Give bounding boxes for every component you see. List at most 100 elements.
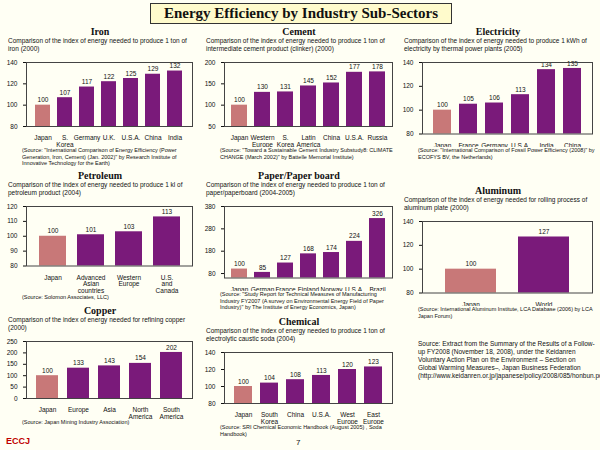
svg-text:113: 113 — [515, 86, 526, 93]
svg-text:134: 134 — [541, 61, 552, 68]
svg-text:0: 0 — [14, 395, 18, 402]
svg-text:Germany: Germany — [74, 134, 101, 142]
svg-text:U.S.A.: U.S.A. — [511, 142, 530, 147]
svg-text:80: 80 — [208, 400, 216, 407]
svg-text:80: 80 — [10, 262, 18, 269]
svg-text:German: German — [251, 286, 275, 291]
svg-text:177: 177 — [349, 63, 360, 70]
svg-text:100: 100 — [48, 227, 59, 234]
svg-text:85: 85 — [259, 263, 267, 270]
svg-text:154: 154 — [135, 354, 146, 361]
svg-text:110: 110 — [7, 217, 18, 224]
svg-text:France: France — [458, 142, 479, 147]
svg-text:France: France — [275, 286, 296, 291]
svg-text:120: 120 — [205, 366, 216, 373]
svg-text:50: 50 — [10, 383, 18, 390]
svg-text:103: 103 — [124, 223, 135, 230]
svg-text:113: 113 — [316, 367, 327, 374]
svg-text:125: 125 — [126, 70, 137, 77]
svg-text:127: 127 — [539, 228, 550, 235]
svg-text:104: 104 — [264, 374, 275, 381]
svg-text:Japan: Japan — [39, 406, 57, 414]
svg-text:U.S.A.: U.S.A. — [312, 411, 331, 418]
svg-text:202: 202 — [166, 344, 177, 351]
svg-text:100: 100 — [437, 101, 448, 108]
svg-text:80: 80 — [208, 270, 216, 277]
svg-text:Asia: Asia — [103, 406, 116, 413]
svg-text:133: 133 — [73, 359, 84, 366]
svg-text:200: 200 — [7, 349, 18, 356]
svg-text:280: 280 — [205, 225, 216, 232]
svg-text:WesternEurope: WesternEurope — [250, 134, 274, 147]
svg-text:120: 120 — [7, 203, 18, 210]
svg-text:106: 106 — [489, 94, 500, 101]
svg-text:100: 100 — [403, 106, 414, 113]
svg-text:174: 174 — [326, 244, 337, 251]
svg-text:100: 100 — [42, 367, 53, 374]
svg-text:NorthAmerica: NorthAmerica — [129, 406, 153, 419]
svg-text:India: India — [168, 134, 182, 141]
svg-text:Japan: Japan — [231, 286, 249, 291]
svg-text:U.S.andCanada: U.S.andCanada — [156, 274, 179, 294]
svg-text:152: 152 — [326, 74, 337, 81]
svg-text:123: 123 — [368, 358, 379, 365]
svg-text:Brazil: Brazil — [369, 286, 386, 291]
svg-text:90: 90 — [10, 247, 18, 254]
svg-text:Japan: Japan — [434, 142, 452, 147]
svg-text:Japan: Japan — [44, 274, 62, 282]
svg-text:140: 140 — [7, 59, 18, 66]
svg-text:China: China — [145, 134, 162, 141]
svg-text:50: 50 — [208, 123, 216, 130]
svg-text:120: 120 — [403, 241, 414, 248]
svg-text:100: 100 — [466, 260, 477, 267]
svg-text:China: China — [564, 142, 581, 147]
svg-text:122: 122 — [104, 73, 115, 80]
svg-text:101: 101 — [86, 226, 97, 233]
svg-text:224: 224 — [349, 232, 360, 239]
svg-text:100: 100 — [205, 383, 216, 390]
svg-text:Russia: Russia — [368, 134, 388, 141]
svg-text:145: 145 — [303, 77, 314, 84]
svg-text:Europe: Europe — [68, 406, 89, 414]
svg-text:WesternEurope: WesternEurope — [117, 274, 141, 289]
svg-text:AdvancedAsiancountries: AdvancedAsiancountries — [77, 274, 106, 294]
svg-text:131: 131 — [280, 83, 291, 90]
svg-text:WestEurope: WestEurope — [337, 411, 358, 424]
svg-text:113: 113 — [162, 208, 173, 215]
svg-text:107: 107 — [60, 89, 71, 96]
svg-text:108: 108 — [290, 371, 301, 378]
svg-text:250: 250 — [7, 338, 18, 345]
svg-text:100: 100 — [7, 232, 18, 239]
svg-text:World: World — [536, 301, 553, 306]
svg-text:SouthKorea: SouthKorea — [261, 411, 279, 424]
svg-text:117: 117 — [82, 78, 93, 85]
svg-text:140: 140 — [403, 59, 414, 66]
svg-text:120: 120 — [342, 361, 353, 368]
svg-text:150: 150 — [7, 360, 18, 367]
svg-text:140: 140 — [205, 349, 216, 356]
svg-text:168: 168 — [303, 245, 314, 252]
svg-text:100: 100 — [38, 96, 49, 103]
svg-text:Germany: Germany — [481, 142, 508, 147]
svg-text:Norway: Norway — [320, 286, 343, 291]
svg-text:100: 100 — [238, 378, 249, 385]
svg-text:326: 326 — [372, 210, 383, 217]
svg-text:132: 132 — [170, 62, 181, 69]
svg-text:143: 143 — [104, 357, 115, 364]
svg-text:120: 120 — [403, 82, 414, 89]
svg-text:127: 127 — [280, 254, 291, 261]
svg-text:130: 130 — [257, 83, 268, 90]
svg-text:Japan: Japan — [34, 134, 52, 142]
svg-text:100: 100 — [7, 372, 18, 379]
svg-text:120: 120 — [7, 80, 18, 87]
svg-text:China: China — [323, 134, 340, 141]
svg-text:80: 80 — [10, 123, 18, 130]
svg-text:S.Korea: S.Korea — [277, 134, 295, 147]
svg-text:100: 100 — [7, 101, 18, 108]
svg-text:80: 80 — [406, 130, 414, 137]
svg-text:Japan: Japan — [231, 134, 249, 142]
svg-text:105: 105 — [463, 95, 474, 102]
svg-text:U.S.A.: U.S.A. — [122, 134, 141, 141]
svg-text:100: 100 — [205, 101, 216, 108]
svg-text:U.S.A.: U.S.A. — [345, 286, 364, 291]
